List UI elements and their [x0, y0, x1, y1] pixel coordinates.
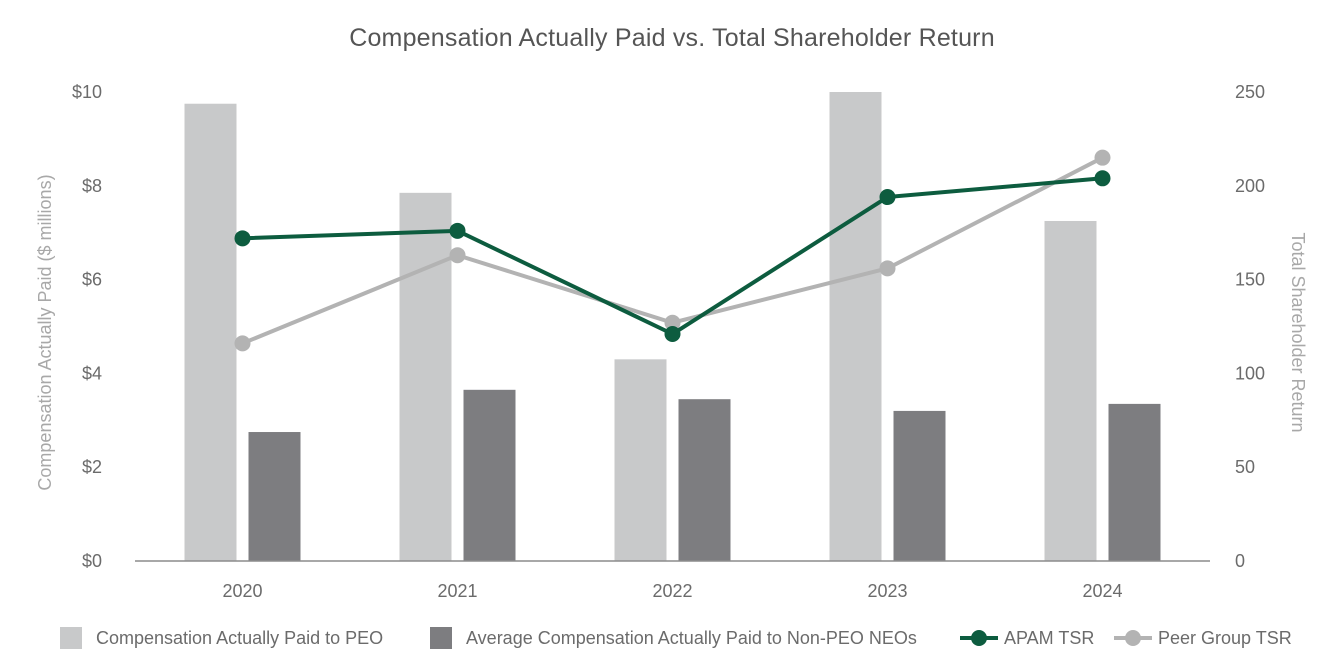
legend-swatch-neo: [430, 627, 452, 649]
y-tick-right-1: 50: [1235, 457, 1255, 477]
chart-title: Compensation Actually Paid vs. Total Sha…: [349, 24, 995, 52]
tick-layer: 2020 2021 2022 2023 2024 $0 $2 $4 $6 $8 $10 0 50 100 1…: [72, 82, 1265, 601]
point-peer-group-tsr-2020: [234, 335, 251, 352]
legend-item-neo: Average Compensation Actually Paid to No…: [430, 622, 917, 654]
bar-neo-2020: [248, 432, 301, 561]
legend-label-peer-tsr: Peer Group TSR: [1158, 627, 1292, 648]
bar-peo-2024: [1044, 220, 1097, 561]
chart-legend: Compensation Actually Paid to PEO Averag…: [0, 622, 1344, 654]
x-tick-label-2021: 2021: [437, 581, 477, 601]
legend-label-neo: Average Compensation Actually Paid to No…: [466, 627, 917, 648]
point-apam-tsr-2024: [1094, 170, 1111, 187]
bar-neo-2021: [463, 389, 516, 561]
y-tick-right-3: 150: [1235, 270, 1265, 290]
bar-neo-2023: [893, 410, 946, 561]
legend-line-apam-tsr: [960, 627, 998, 649]
legend-item-apam-tsr: APAM TSR: [960, 622, 1094, 654]
legend-item-peer-tsr: Peer Group TSR: [1114, 622, 1292, 654]
point-apam-tsr-2022: [664, 326, 681, 343]
legend-label-peo: Compensation Actually Paid to PEO: [96, 627, 384, 648]
legend-item-peo: Compensation Actually Paid to PEO: [60, 622, 383, 654]
y-tick-right-2: 100: [1235, 363, 1265, 383]
y-tick-left-4: $8: [82, 176, 102, 196]
legend-line-peer-tsr: [1114, 627, 1152, 649]
y-axis-title-right: Total Shareholder Return: [1288, 232, 1308, 432]
point-peer-group-tsr-2022: [664, 314, 681, 331]
x-tick-label-2024: 2024: [1082, 581, 1122, 601]
legend-swatch-peo: [60, 627, 82, 649]
bar-peo-2020: [184, 103, 237, 561]
y-tick-left-3: $6: [82, 270, 102, 290]
chart-plot: 2020 2021 2022 2023 2024 $0 $2 $4 $6 $8 $10 0 50 100 1…: [35, 82, 1308, 601]
y-axis-title-left: Compensation Actually Paid ($ millions): [35, 174, 55, 490]
y-tick-left-1: $2: [82, 457, 102, 477]
bar-neo-2024: [1108, 403, 1161, 561]
line-layer: [234, 149, 1111, 352]
y-tick-right-4: 200: [1235, 176, 1265, 196]
point-apam-tsr-2020: [234, 230, 251, 247]
y-tick-left-5: $10: [72, 82, 102, 102]
bar-peo-2023: [829, 92, 882, 561]
bar-layer: [184, 92, 1161, 561]
legend-label-apam-tsr: APAM TSR: [1004, 627, 1095, 648]
point-apam-tsr-2021: [449, 222, 466, 239]
x-tick-label-2022: 2022: [652, 581, 692, 601]
y-tick-left-0: $0: [82, 551, 102, 571]
bar-neo-2022: [678, 399, 731, 561]
x-tick-label-2020: 2020: [222, 581, 262, 601]
line-apam-tsr: [242, 176, 1103, 337]
y-tick-right-0: 0: [1235, 551, 1245, 571]
point-peer-group-tsr-2023: [879, 260, 896, 277]
point-peer-group-tsr-2021: [449, 247, 466, 264]
point-apam-tsr-2023: [879, 189, 896, 206]
y-tick-left-2: $4: [82, 363, 102, 383]
bar-peo-2022: [614, 359, 667, 561]
point-peer-group-tsr-2024: [1094, 149, 1111, 166]
x-tick-label-2023: 2023: [867, 581, 907, 601]
y-tick-right-5: 250: [1235, 82, 1265, 102]
bar-peo-2021: [399, 192, 452, 561]
